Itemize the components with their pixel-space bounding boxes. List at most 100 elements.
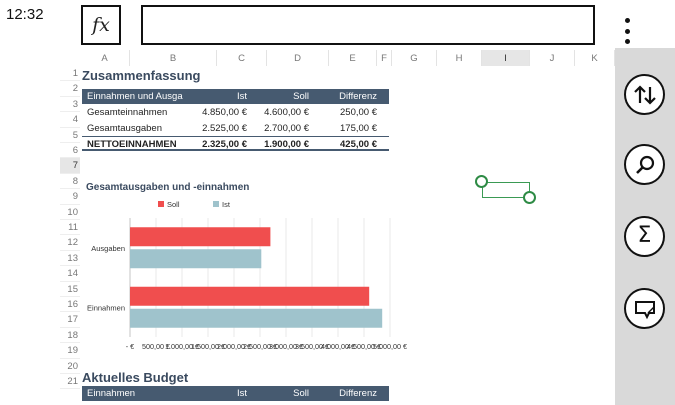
- header-cell: Differenz: [339, 91, 377, 102]
- function-button[interactable]: fx: [81, 5, 121, 45]
- row-header-17[interactable]: 17: [60, 312, 80, 328]
- table-row[interactable]: Gesamtausgaben 2.525,00 € 2.700,00 € 175…: [82, 121, 389, 136]
- total-row[interactable]: NETTOEINNAHMEN 2.325,00 € 1.900,00 € 425…: [82, 136, 389, 152]
- header-cell: Ist: [236, 91, 247, 102]
- x-tick-label: - €: [126, 342, 134, 351]
- x-tick-label: 1.500,00 €: [191, 342, 225, 351]
- table-cell: 175,00 €: [340, 123, 377, 134]
- column-header-h[interactable]: H: [437, 50, 482, 66]
- column-header-d[interactable]: D: [267, 50, 329, 66]
- column-header-c[interactable]: C: [217, 50, 267, 66]
- row-header-5[interactable]: 5: [60, 128, 80, 143]
- legend-label: Soll: [167, 200, 180, 209]
- row-header-6[interactable]: 6: [60, 143, 80, 159]
- row-header-10[interactable]: 10: [60, 205, 80, 220]
- table-cell: Gesamteinnahmen: [87, 107, 168, 118]
- header-cell: Einnahmen und Ausga: [87, 91, 183, 102]
- row-header-11[interactable]: 11: [60, 220, 80, 236]
- comment-icon: [634, 300, 655, 319]
- column-header-a[interactable]: A: [80, 50, 130, 66]
- row-header-12[interactable]: 12: [60, 235, 80, 251]
- column-header-g[interactable]: G: [392, 50, 437, 66]
- column-header-f[interactable]: F: [377, 50, 392, 66]
- sheet-area[interactable]: Zusammenfassung Einnahmen und Ausga Ist …: [80, 66, 615, 405]
- header-cell: Soll: [293, 388, 309, 399]
- table-cell: 4.850,00 €: [202, 107, 247, 118]
- table-cell: 4.600,00 €: [264, 107, 309, 118]
- table-row[interactable]: Gesamteinnahmen 4.850,00 € 4.600,00 € 25…: [82, 105, 389, 120]
- row-header-2[interactable]: 2: [60, 81, 80, 97]
- x-tick-label: 5.000,00 €: [373, 342, 407, 351]
- category-label: Ausgaben: [91, 244, 125, 253]
- bar-ist-einnahmen: [130, 308, 383, 328]
- summary-title: Zusammenfassung: [82, 68, 201, 83]
- header-cell: Differenz: [339, 388, 377, 399]
- category-label: Einnahmen: [87, 303, 125, 312]
- search-icon: [635, 155, 654, 174]
- autosum-button[interactable]: Σ: [624, 216, 665, 257]
- sigma-icon: Σ: [637, 222, 652, 248]
- row-header-14[interactable]: 14: [60, 266, 80, 282]
- row-header-13[interactable]: 13: [60, 251, 80, 267]
- column-header-j[interactable]: J: [530, 50, 575, 66]
- row-header-4[interactable]: 4: [60, 112, 80, 128]
- dot-icon: [624, 28, 630, 34]
- table-cell: 2.525,00 €: [202, 123, 247, 134]
- selection-handle[interactable]: [523, 191, 536, 204]
- row-header-21[interactable]: 21: [60, 374, 80, 390]
- dot-icon: [624, 39, 630, 44]
- x-tick-label: 2.000,00 €: [217, 342, 251, 351]
- column-header-i[interactable]: I: [482, 50, 530, 66]
- header-cell: Soll: [293, 91, 309, 102]
- bar-ist-ausgaben: [130, 249, 262, 269]
- table-cell: 2.325,00 €: [202, 139, 247, 150]
- row-header-8[interactable]: 8: [60, 174, 80, 190]
- header-cell: Ist: [236, 388, 247, 399]
- row-header-19[interactable]: 19: [60, 343, 80, 359]
- row-header-15[interactable]: 15: [60, 282, 80, 297]
- column-header-e[interactable]: E: [329, 50, 377, 66]
- budget-header-row: Einnahmen Ist Soll Differenz: [82, 386, 389, 401]
- table-cell: 1.900,00 €: [264, 139, 309, 150]
- legend-label: Ist: [222, 200, 231, 209]
- summary-header-row: Einnahmen und Ausga Ist Soll Differenz: [82, 89, 389, 104]
- sort-icon: [633, 84, 656, 105]
- budget-title: Aktuelles Budget: [82, 370, 189, 385]
- row-header-1[interactable]: 1: [60, 66, 80, 82]
- formula-input[interactable]: [141, 5, 595, 45]
- column-header-k[interactable]: K: [575, 50, 615, 66]
- chart-title: Gesamtausgaben und -einnahmen: [86, 182, 250, 193]
- selection-box[interactable]: [482, 182, 530, 198]
- row-header-20[interactable]: 20: [60, 359, 80, 374]
- dot-icon: [624, 18, 630, 23]
- app-bar: Σ: [615, 48, 675, 405]
- search-button[interactable]: [624, 144, 665, 185]
- comment-button[interactable]: [624, 288, 665, 329]
- column-header-b[interactable]: B: [130, 50, 217, 66]
- row-header-9[interactable]: 9: [60, 189, 80, 205]
- selection-handle[interactable]: [475, 175, 488, 188]
- table-cell: Gesamtausgaben: [87, 123, 162, 134]
- legend-swatch: [158, 201, 164, 207]
- x-tick-label: 2.500,00 €: [243, 342, 277, 351]
- row-header-3[interactable]: 3: [60, 97, 80, 113]
- header-cell: Einnahmen: [87, 388, 136, 399]
- row-header-18[interactable]: 18: [60, 328, 80, 344]
- table-cell: NETTOEINNAHMEN: [87, 139, 177, 150]
- more-options-button[interactable]: [617, 16, 637, 46]
- bar-chart[interactable]: Gesamtausgaben und -einnahmen Soll Ist - €…: [80, 182, 440, 357]
- row-header-16[interactable]: 16: [60, 297, 80, 313]
- legend-swatch: [213, 201, 219, 207]
- fx-icon: fx: [92, 14, 110, 36]
- x-tick-label: 500,00 €: [142, 342, 170, 351]
- x-tick-label: 1.000,00 €: [165, 342, 199, 351]
- x-tick-label: 4.000,00 €: [321, 342, 355, 351]
- row-header-7[interactable]: 7: [60, 158, 80, 174]
- sort-button[interactable]: [624, 74, 665, 115]
- bar-soll-einnahmen: [130, 286, 370, 306]
- table-cell: 2.700,00 €: [264, 123, 309, 134]
- bar-soll-ausgaben: [130, 227, 271, 247]
- chart-svg: Soll Ist- €500,00 €1.000,00 €1.500,00 €2.…: [87, 200, 407, 351]
- x-tick-label: 3.500,00 €: [295, 342, 329, 351]
